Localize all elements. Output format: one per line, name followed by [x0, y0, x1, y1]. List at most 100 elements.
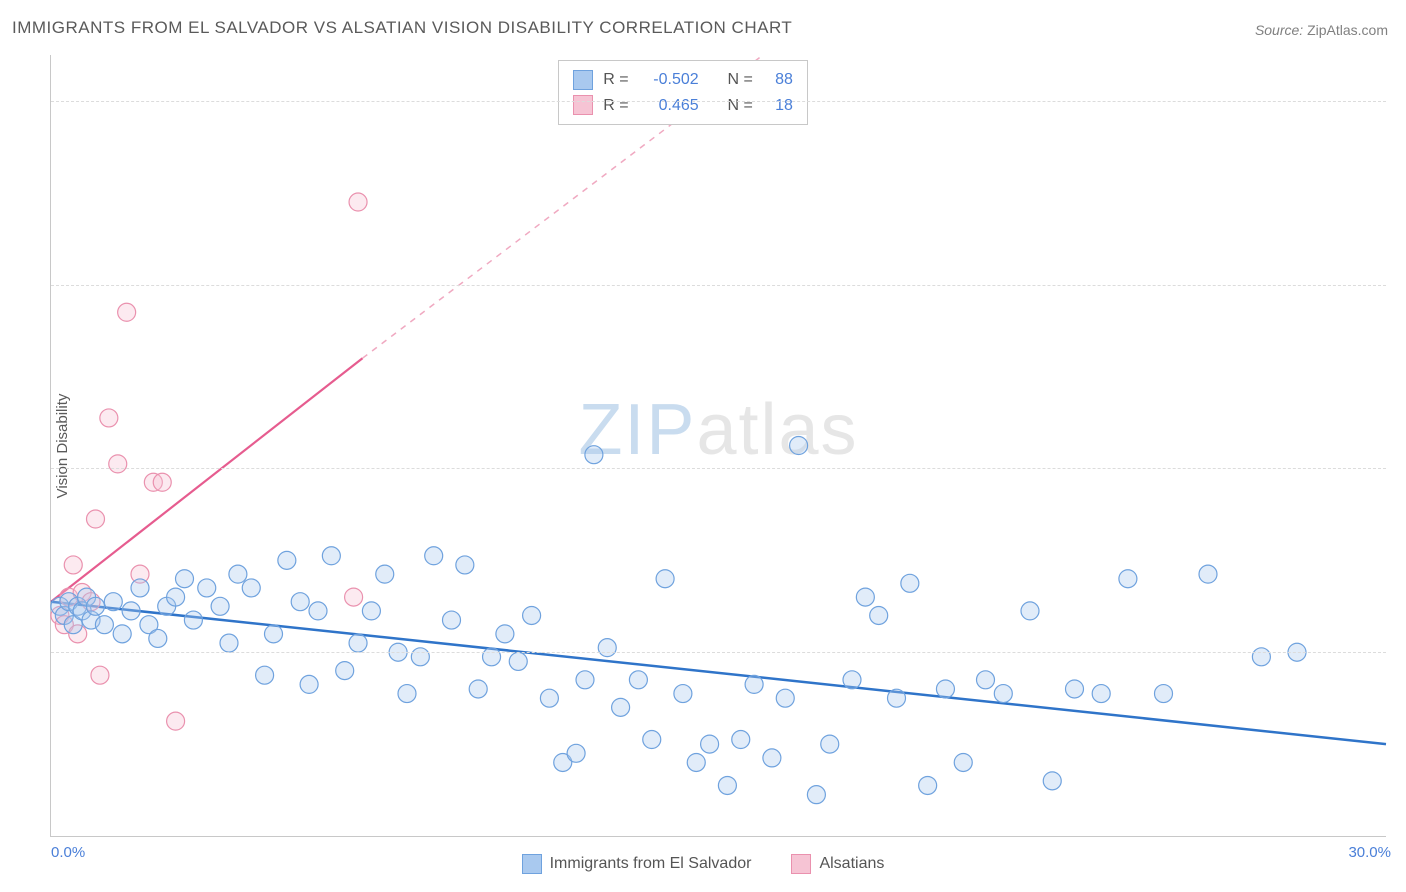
- data-point: [87, 510, 105, 528]
- data-point: [456, 556, 474, 574]
- chart-container: IMMIGRANTS FROM EL SALVADOR VS ALSATIAN …: [0, 0, 1406, 892]
- data-point: [954, 753, 972, 771]
- data-point: [322, 547, 340, 565]
- data-point: [362, 602, 380, 620]
- data-point: [345, 588, 363, 606]
- legend-item-series1: Immigrants from El Salvador: [522, 854, 752, 874]
- swatch-series1: [573, 70, 593, 90]
- data-point: [242, 579, 260, 597]
- data-point: [790, 437, 808, 455]
- source-label: Source:: [1255, 22, 1307, 38]
- trend-line: [51, 358, 363, 601]
- data-point: [1021, 602, 1039, 620]
- data-point: [278, 551, 296, 569]
- data-point: [349, 634, 367, 652]
- swatch-series2: [573, 95, 593, 115]
- data-point: [732, 731, 750, 749]
- data-point: [540, 689, 558, 707]
- data-point: [856, 588, 874, 606]
- data-point: [149, 629, 167, 647]
- data-point: [1199, 565, 1217, 583]
- data-point: [109, 455, 127, 473]
- r-label: R =: [603, 93, 628, 119]
- data-point: [176, 570, 194, 588]
- n-value-series1: 88: [763, 67, 793, 93]
- data-point: [256, 666, 274, 684]
- data-point: [291, 593, 309, 611]
- data-point: [131, 579, 149, 597]
- data-point: [265, 625, 283, 643]
- data-point: [118, 303, 136, 321]
- data-point: [483, 648, 501, 666]
- stats-legend-box: R = -0.502 N = 88 R = 0.465 N = 18: [558, 60, 808, 125]
- bottom-legend: Immigrants from El Salvador Alsatians: [0, 854, 1406, 874]
- data-point: [1119, 570, 1137, 588]
- gridline: [51, 101, 1386, 102]
- data-point: [843, 671, 861, 689]
- data-point: [376, 565, 394, 583]
- swatch-series2: [791, 854, 811, 874]
- data-point: [656, 570, 674, 588]
- source-attribution: Source: ZipAtlas.com: [1255, 22, 1388, 38]
- data-point: [300, 675, 318, 693]
- data-point: [870, 606, 888, 624]
- n-value-series2: 18: [763, 93, 793, 119]
- data-point: [153, 473, 171, 491]
- chart-title: IMMIGRANTS FROM EL SALVADOR VS ALSATIAN …: [12, 18, 792, 38]
- data-point: [821, 735, 839, 753]
- data-point: [91, 666, 109, 684]
- data-point: [336, 662, 354, 680]
- data-point: [576, 671, 594, 689]
- data-point: [184, 611, 202, 629]
- r-value-series2: 0.465: [639, 93, 699, 119]
- data-point: [349, 193, 367, 211]
- data-point: [443, 611, 461, 629]
- trend-line: [51, 602, 1386, 744]
- data-point: [425, 547, 443, 565]
- plot-area: ZIPatlas R = -0.502 N = 88 R = 0.465 N =…: [50, 55, 1386, 837]
- data-point: [220, 634, 238, 652]
- data-point: [398, 685, 416, 703]
- n-label: N =: [728, 93, 753, 119]
- data-point: [807, 786, 825, 804]
- data-point: [496, 625, 514, 643]
- gridline: [51, 285, 1386, 286]
- swatch-series1: [522, 854, 542, 874]
- data-point: [674, 685, 692, 703]
- data-point: [95, 616, 113, 634]
- gridline: [51, 652, 1386, 653]
- data-point: [763, 749, 781, 767]
- data-point: [469, 680, 487, 698]
- data-point: [309, 602, 327, 620]
- data-point: [64, 556, 82, 574]
- data-point: [977, 671, 995, 689]
- data-point: [718, 776, 736, 794]
- data-point: [888, 689, 906, 707]
- data-point: [687, 753, 705, 771]
- data-point: [1155, 685, 1173, 703]
- n-label: N =: [728, 67, 753, 93]
- data-point: [994, 685, 1012, 703]
- data-point: [113, 625, 131, 643]
- data-point: [598, 639, 616, 657]
- data-point: [643, 731, 661, 749]
- data-point: [411, 648, 429, 666]
- data-point: [936, 680, 954, 698]
- legend-item-series2: Alsatians: [791, 854, 884, 874]
- data-point: [211, 597, 229, 615]
- data-point: [229, 565, 247, 583]
- data-point: [1066, 680, 1084, 698]
- legend-label-series2: Alsatians: [819, 855, 884, 873]
- data-point: [919, 776, 937, 794]
- data-point: [776, 689, 794, 707]
- data-point: [104, 593, 122, 611]
- data-point: [167, 712, 185, 730]
- data-point: [701, 735, 719, 753]
- stats-row-series2: R = 0.465 N = 18: [573, 93, 793, 119]
- data-point: [901, 574, 919, 592]
- gridline: [51, 468, 1386, 469]
- data-point: [629, 671, 647, 689]
- data-point: [1043, 772, 1061, 790]
- data-point: [745, 675, 763, 693]
- r-label: R =: [603, 67, 628, 93]
